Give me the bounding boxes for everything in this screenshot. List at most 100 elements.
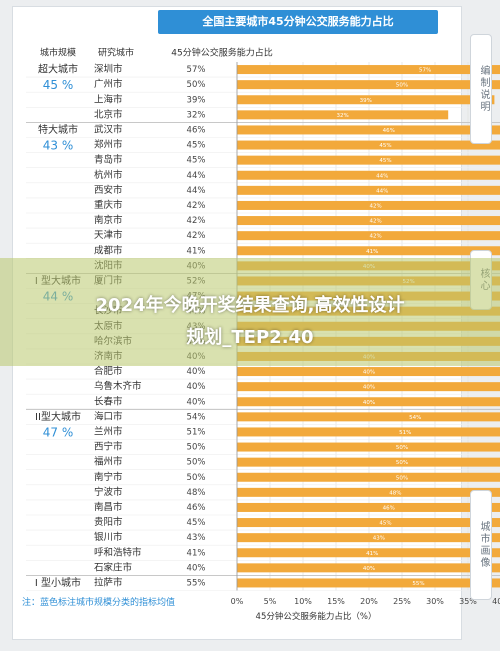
bar (237, 533, 500, 543)
bar (237, 216, 500, 226)
bar (237, 563, 500, 573)
value-label: 32% (187, 110, 206, 120)
bar (237, 382, 500, 392)
x-tick-label: 35% (459, 597, 477, 606)
x-tick-label: 30% (426, 597, 444, 606)
city-label: 乌鲁木齐市 (94, 380, 142, 392)
bar-data-label: 46% (383, 505, 395, 511)
side-tab-a[interactable]: 编制说明 (470, 34, 492, 144)
bar-data-label: 40% (363, 370, 375, 376)
bar-data-label: 45% (379, 143, 391, 149)
footnote: 注：蓝色标注城市规模分类的指标均值 (22, 596, 175, 608)
value-label: 45% (187, 156, 206, 166)
bar (237, 185, 500, 195)
city-label: 银川市 (94, 531, 123, 543)
bar (237, 200, 500, 210)
group-average: 43 % (43, 138, 74, 152)
value-label: 40% (187, 367, 206, 377)
bar (237, 397, 500, 407)
header-city: 研究城市 (98, 47, 134, 59)
city-label: 上海市 (94, 93, 123, 105)
x-tick-label: 20% (360, 597, 378, 606)
group-label: II型大城市 (35, 410, 81, 423)
value-label: 51% (187, 427, 206, 437)
value-label: 45% (187, 518, 206, 528)
bar-data-label: 41% (366, 551, 378, 557)
value-label: 55% (187, 578, 206, 588)
chart-title: 全国主要城市45分钟公交服务能力占比 (201, 14, 393, 28)
value-label: 43% (187, 533, 206, 543)
value-label: 42% (187, 201, 206, 211)
city-label: 深圳市 (94, 63, 123, 75)
x-tick-label: 15% (327, 597, 345, 606)
bar (237, 246, 500, 256)
value-label: 44% (187, 186, 206, 196)
group-label: I 型小城市 (35, 576, 81, 589)
overlay-text: 2024年今晚开奖结果查询,高效性设计 规划_TEP2.40 (0, 290, 500, 354)
bar (237, 95, 495, 105)
city-label: 北京市 (94, 108, 123, 120)
bar (237, 442, 500, 452)
bar-data-label: 41% (366, 249, 378, 255)
bar-data-label: 43% (373, 536, 385, 542)
city-label: 天津市 (94, 229, 123, 241)
city-label: 成都市 (94, 244, 123, 256)
city-label: 重庆市 (94, 199, 123, 211)
x-tick-label: 10% (294, 597, 312, 606)
city-label: 石家庄市 (94, 561, 133, 573)
bar-data-label: 51% (399, 430, 411, 436)
city-label: 南昌市 (94, 501, 123, 513)
x-tick-label: 0% (231, 597, 244, 606)
bar (237, 155, 500, 165)
bar-data-label: 45% (379, 521, 391, 527)
city-label: 青岛市 (94, 154, 123, 166)
bar-data-label: 46% (383, 128, 395, 134)
city-label: 南宁市 (94, 471, 123, 483)
bar-data-label: 40% (363, 385, 375, 391)
bar (237, 367, 500, 377)
bar-data-label: 42% (369, 219, 381, 225)
bar (237, 548, 500, 558)
value-label: 46% (187, 503, 206, 513)
bar (237, 412, 500, 422)
x-axis-title: 45分钟公交服务能力占比（%） (256, 611, 377, 622)
x-tick-label: 25% (393, 597, 411, 606)
city-label: 宁波市 (94, 486, 123, 498)
city-label: 郑州市 (94, 139, 123, 151)
bar-data-label: 57% (419, 68, 431, 74)
bar-data-label: 44% (376, 173, 388, 179)
value-label: 40% (187, 397, 206, 407)
city-label: 武汉市 (94, 123, 123, 135)
value-label: 57% (187, 65, 206, 75)
group-label: 特大城市 (38, 123, 78, 136)
bar-data-label: 42% (369, 234, 381, 240)
bar-data-label: 45% (379, 158, 391, 164)
side-tab-c[interactable]: 城市画像 (470, 490, 492, 600)
bar-data-label: 39% (360, 98, 372, 104)
value-label: 50% (187, 80, 206, 90)
bar-data-label: 50% (396, 460, 408, 466)
city-label: 贵阳市 (94, 516, 123, 528)
title-banner (158, 10, 438, 34)
city-label: 福州市 (94, 456, 123, 468)
city-label: 广州市 (94, 78, 123, 90)
value-label: 41% (187, 246, 206, 256)
value-label: 42% (187, 216, 206, 226)
city-label: 南京市 (94, 214, 123, 226)
bar-data-label: 55% (412, 581, 424, 587)
city-label: 合肥市 (94, 365, 123, 377)
city-label: 西安市 (94, 184, 123, 196)
city-label: 拉萨市 (94, 576, 123, 588)
bar (237, 231, 500, 241)
bar (237, 80, 500, 90)
bar-data-label: 48% (389, 490, 401, 496)
value-label: 42% (187, 231, 206, 241)
x-tick-label: 5% (264, 597, 277, 606)
value-label: 40% (187, 563, 206, 573)
x-tick-label: 40% (492, 597, 500, 606)
header-scale: 城市规模 (40, 47, 76, 59)
value-label: 50% (187, 443, 206, 453)
bar-data-label: 42% (369, 203, 381, 209)
overlay-line-1: 2024年今晚开奖结果查询,高效性设计 (95, 295, 405, 316)
bar (237, 578, 500, 588)
